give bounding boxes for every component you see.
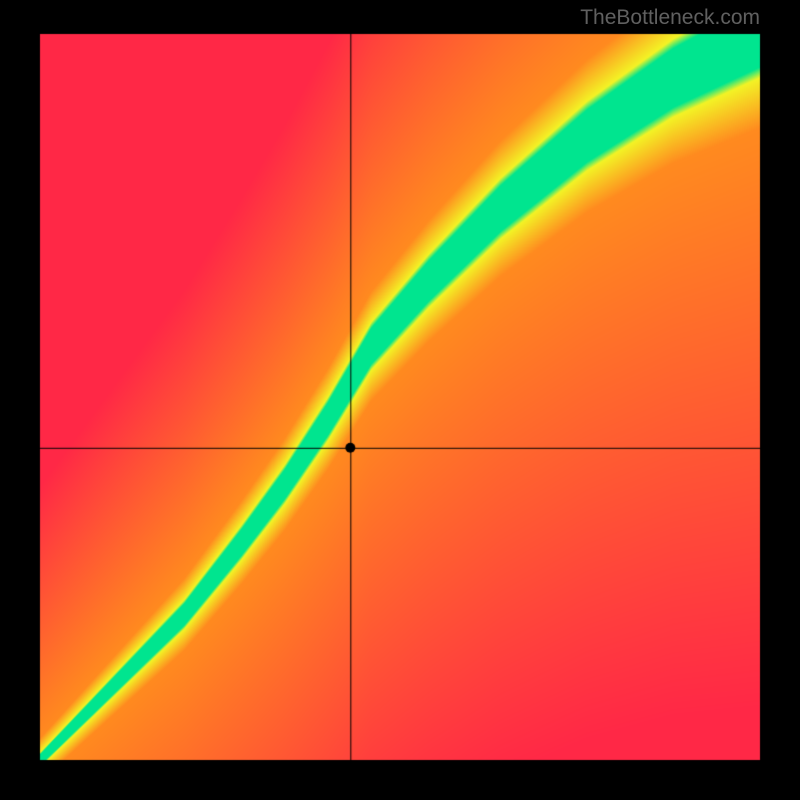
heatmap-canvas bbox=[0, 0, 800, 800]
watermark-text: TheBottleneck.com bbox=[580, 6, 760, 30]
chart-container: TheBottleneck.com bbox=[0, 0, 800, 800]
